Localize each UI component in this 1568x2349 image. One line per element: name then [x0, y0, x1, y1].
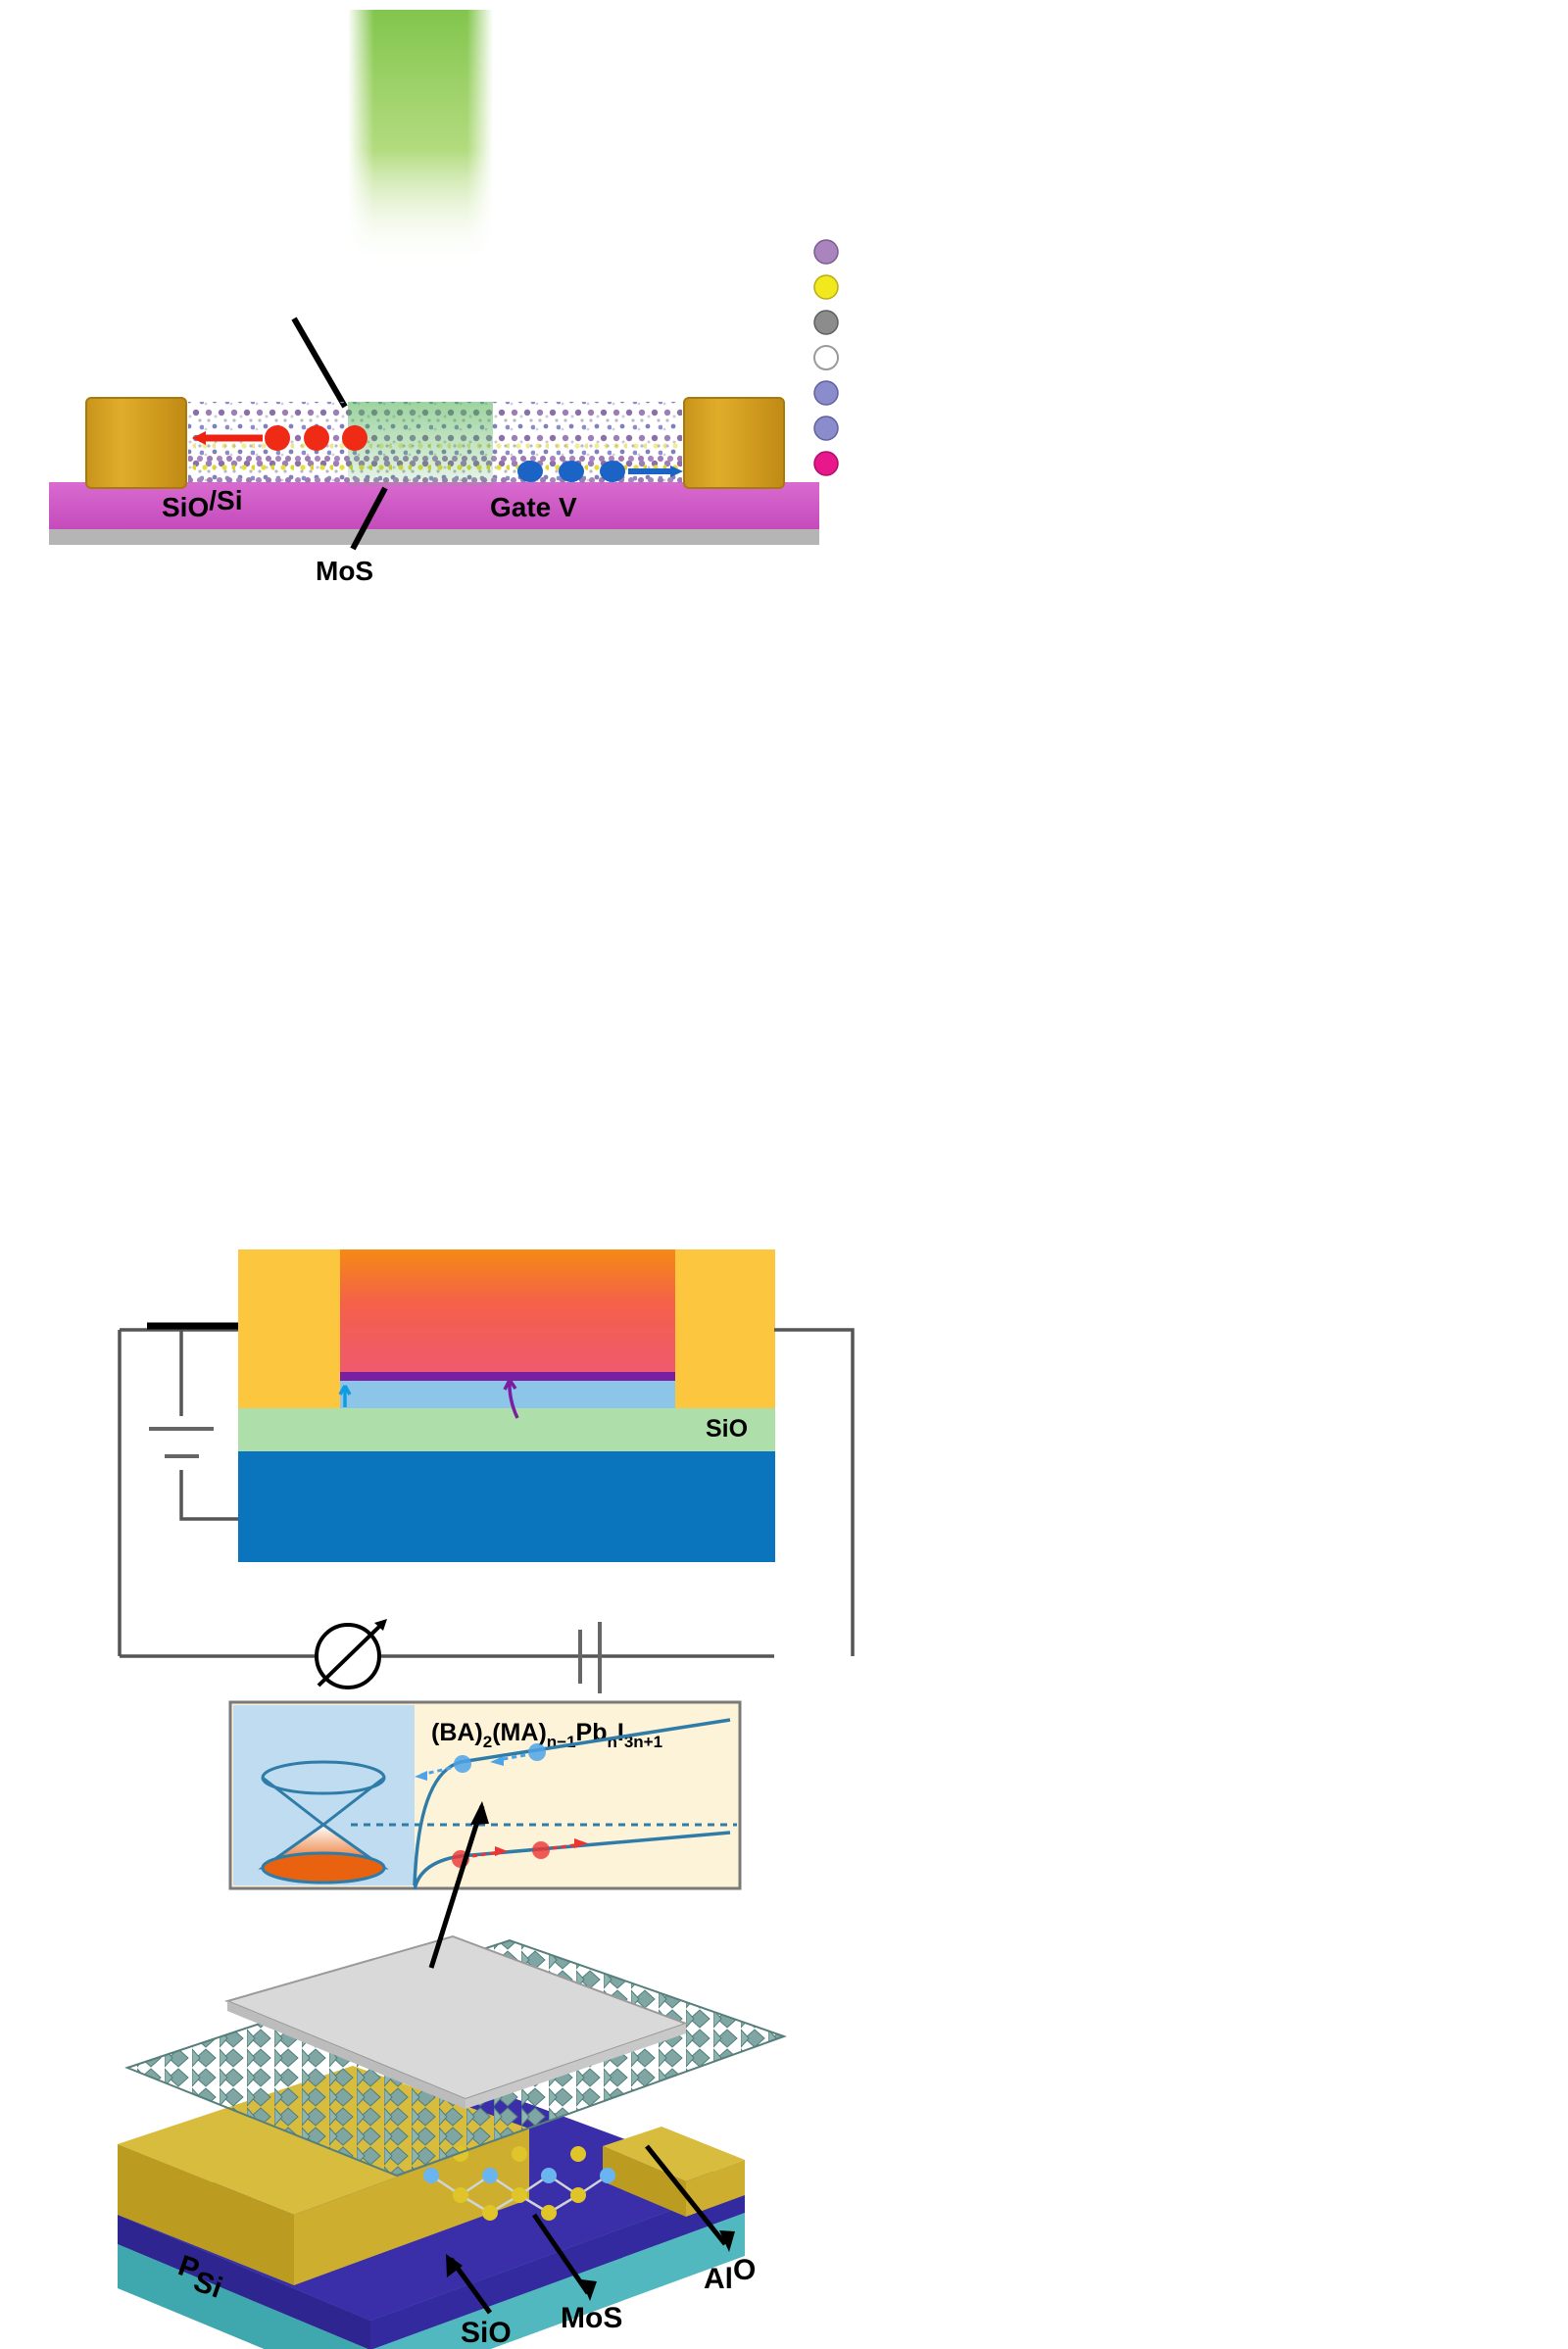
graphene-arrow: [503, 1379, 519, 1419]
holes-group: [192, 425, 368, 451]
battery-vbg: [147, 1322, 238, 1458]
hole-arrowhead: [495, 1846, 508, 1856]
crau-block-right: [603, 2127, 745, 2217]
electron-dot: [528, 1743, 546, 1761]
panel-g-diagram: PSi SiO MoS AlO: [118, 1801, 787, 2349]
mos2-label: MoS: [316, 556, 373, 586]
atom-dot-c: [813, 310, 839, 335]
hole-arrow: [552, 1842, 581, 1850]
panel-c-chart: [0, 588, 813, 1176]
atom-dot-mo: [813, 239, 839, 265]
atom-legend: [813, 239, 839, 476]
hole-dot: [532, 1841, 550, 1859]
sio2-label: SiO: [706, 1415, 748, 1443]
atom-dot-i: [813, 380, 839, 406]
panel-c: [0, 588, 813, 1176]
substrate-base: [49, 529, 819, 545]
atom-dot-h: [813, 345, 839, 370]
circuit-wires: [118, 1328, 855, 1658]
sio2-label-g: SiO: [461, 2317, 512, 2349]
hbn-arrow: [338, 1385, 352, 1407]
band-diagram: (BA)2(MA)n−1PbnI3n+1: [228, 1700, 742, 1890]
al-plate: [223, 1934, 689, 2109]
battery-vds: [578, 1622, 602, 1693]
substrate-block: [49, 482, 819, 529]
panel-d: [813, 588, 1568, 1176]
electron-arrowhead: [490, 1756, 504, 1766]
legend-item: [813, 345, 839, 370]
panel-g: PSi SiO MoS AlO: [0, 1754, 813, 2349]
al2o3-leader: [645, 2144, 727, 2246]
legend-item: [813, 451, 839, 476]
hole-arrow: [471, 1850, 501, 1858]
panel-b-chart: [882, 0, 1568, 588]
hole-arrowhead: [574, 1838, 588, 1848]
mos2-label-g: MoS: [561, 2302, 622, 2334]
legend-item: [813, 274, 839, 300]
gate-label: Gate V: [490, 492, 577, 522]
laser-beam: [348, 10, 493, 265]
al2o3-arrowhead: [719, 2230, 735, 2252]
panel-h-chart: [813, 1764, 1568, 2349]
source-electrode: [85, 397, 187, 489]
mos2-leader-line: [350, 486, 388, 551]
legend-item: [813, 416, 839, 441]
mos2-leader: [531, 2213, 591, 2295]
electron-arrowhead: [415, 1771, 427, 1781]
electrons-group: [517, 461, 683, 482]
atom-dot-pb: [813, 451, 839, 476]
panel-a-diagram: SiO/Si Gate V MoS: [49, 10, 839, 586]
panel-h: [813, 1764, 1568, 2349]
panel-a: SiO/Si Gate V MoS: [0, 0, 862, 588]
panel-b: [882, 0, 1568, 588]
si-layer: [238, 1451, 775, 1562]
ammeter-symbol: [315, 1619, 387, 1689]
atom-dot-n: [813, 416, 839, 441]
legend-item: [813, 380, 839, 406]
panel-e-diagram: SiO: [118, 1249, 855, 1890]
panel-f-chart: [813, 1176, 1568, 1764]
legend-item: [813, 310, 839, 335]
panel-f: [813, 1176, 1568, 1764]
legend-item: [813, 239, 839, 265]
graphene-layer: [340, 1372, 675, 1381]
device-stack: [238, 1249, 775, 1562]
electron-dot: [454, 1755, 471, 1773]
dirac-cone-base: [261, 1851, 386, 1884]
sio2si-label: SiO/Si: [162, 485, 242, 522]
al-leader: [428, 1805, 485, 1969]
atom-dot-s: [813, 274, 839, 300]
sio2-layer: [238, 1408, 775, 1451]
drain-electrode: [683, 397, 785, 489]
electron-arrow: [497, 1753, 526, 1762]
panel-d-chart: [813, 588, 1568, 1176]
perovskite-layer: [340, 1249, 675, 1372]
mos2-arrowhead: [581, 2279, 597, 2301]
band-perov-label: (BA)2(MA)n−1PbnI3n+1: [431, 1719, 662, 1751]
laser-spot-overlay: [348, 402, 493, 486]
al2o3-label: AlO: [704, 2254, 756, 2295]
sio2-arrowhead: [446, 2254, 463, 2277]
rpp-leader-line: [291, 317, 348, 409]
al-arrowhead: [470, 1801, 489, 1825]
panel-e: SiO: [0, 1176, 855, 1890]
